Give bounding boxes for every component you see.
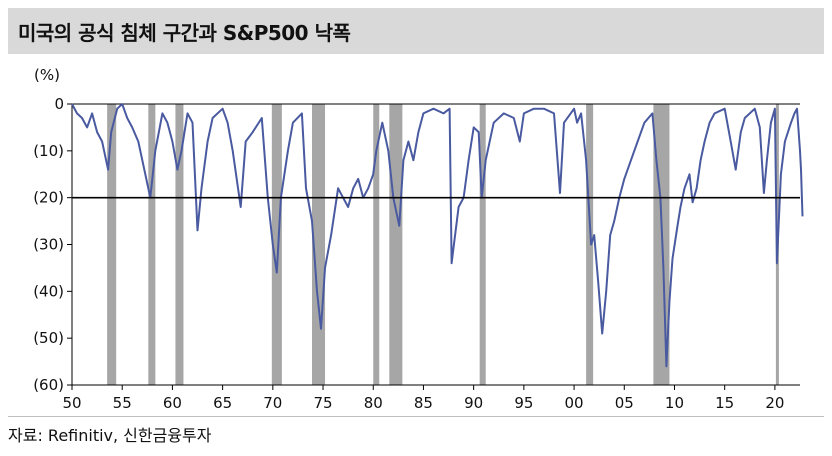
y-tick-label: (50) [33,329,64,347]
y-tick-label: (20) [33,189,64,207]
x-tick-label: 80 [364,394,383,412]
source-divider [8,416,824,417]
recession-band-3 [271,104,282,385]
recession-band-8 [586,104,594,385]
title-bar: 미국의 공식 침체 구간과 S&P500 낙폭 [8,8,824,54]
chart-area: 0 (10) (20) (30) (40) (50) (60) 50 55 60 65 70 75 80 8… [0,58,832,418]
x-tick-label: 20 [765,394,784,412]
x-tick-label: 50 [62,394,81,412]
x-tick-label: 10 [665,394,684,412]
x-tick-label: 75 [313,394,332,412]
y-tick-label: (40) [33,282,64,300]
x-tick-label: 70 [263,394,282,412]
y-tick-label: (30) [33,236,64,254]
x-tick-label: 55 [113,394,132,412]
x-tick-label: 95 [514,394,533,412]
recession-band-0 [107,104,117,385]
sp500-drawdown-line [71,103,804,368]
x-tick-label: 15 [715,394,734,412]
x-tick-label: 65 [213,394,232,412]
drawdown-chart: 0 (10) (20) (30) (40) (50) (60)50 55 60 65 70 75 80 8… [33,66,804,412]
y-unit-label: (%) [34,66,60,84]
recession-band-5 [373,104,380,385]
axes: 0 (10) (20) (30) (40) (50) (60)50 55 60 65 70 75 80 8… [33,95,800,412]
recession-band-7 [479,104,486,385]
recession-band-2 [175,104,184,385]
source-note: 자료: Refinitiv, 신한금융투자 [8,426,212,445]
x-tick-label: 85 [414,394,433,412]
x-tick-label: 00 [565,394,584,412]
x-tick-label: 90 [464,394,483,412]
recession-band-6 [389,104,403,385]
y-tick-label: (60) [33,376,64,394]
y-tick-label: 0 [54,95,64,113]
x-tick-label: 05 [615,394,634,412]
recession-band-1 [148,104,156,385]
x-tick-label: 60 [163,394,182,412]
chart-title: 미국의 공식 침체 구간과 S&P500 낙폭 [18,20,351,45]
y-tick-label: (10) [33,142,64,160]
